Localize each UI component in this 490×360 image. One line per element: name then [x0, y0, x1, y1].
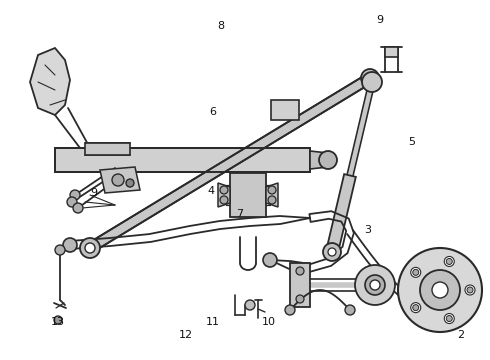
Circle shape [296, 267, 304, 275]
Polygon shape [266, 183, 278, 207]
Circle shape [126, 179, 134, 187]
Circle shape [444, 314, 454, 324]
Text: 3: 3 [364, 225, 371, 235]
Text: 5: 5 [408, 137, 415, 147]
Text: 7: 7 [237, 209, 244, 219]
Circle shape [362, 72, 382, 92]
Circle shape [361, 69, 379, 87]
Circle shape [467, 287, 473, 293]
Circle shape [54, 316, 62, 324]
Polygon shape [87, 74, 372, 252]
Text: 12: 12 [179, 330, 193, 340]
Circle shape [63, 238, 77, 252]
Circle shape [465, 285, 475, 295]
Circle shape [112, 174, 124, 186]
Text: 8: 8 [217, 21, 224, 31]
Circle shape [245, 300, 255, 310]
Circle shape [370, 280, 380, 290]
Circle shape [345, 305, 355, 315]
Circle shape [411, 267, 421, 277]
Circle shape [319, 151, 337, 169]
Text: 9: 9 [376, 15, 383, 25]
Text: 9: 9 [91, 188, 98, 198]
Circle shape [365, 275, 385, 295]
Polygon shape [85, 143, 130, 155]
Circle shape [296, 295, 304, 303]
Text: 2: 2 [457, 330, 464, 340]
Circle shape [263, 253, 277, 267]
Polygon shape [218, 183, 230, 207]
Polygon shape [310, 151, 328, 169]
Circle shape [85, 243, 95, 253]
Circle shape [285, 305, 295, 315]
Polygon shape [55, 148, 310, 172]
Circle shape [268, 186, 276, 194]
Polygon shape [326, 174, 356, 253]
Circle shape [420, 270, 460, 310]
Circle shape [413, 269, 419, 275]
Circle shape [444, 256, 454, 266]
Polygon shape [230, 173, 266, 217]
Polygon shape [290, 263, 310, 307]
Text: 11: 11 [206, 317, 220, 327]
Circle shape [323, 243, 341, 261]
Circle shape [446, 315, 452, 321]
Circle shape [67, 197, 77, 207]
Circle shape [411, 303, 421, 312]
Polygon shape [30, 48, 70, 115]
Circle shape [73, 203, 83, 213]
Circle shape [432, 282, 448, 298]
Circle shape [328, 248, 336, 256]
Circle shape [268, 196, 276, 204]
Text: 10: 10 [262, 317, 275, 327]
Polygon shape [271, 100, 299, 120]
Circle shape [55, 245, 65, 255]
Circle shape [220, 186, 228, 194]
Text: 6: 6 [210, 107, 217, 117]
Circle shape [355, 265, 395, 305]
Text: 4: 4 [207, 186, 214, 196]
Circle shape [80, 238, 100, 258]
Circle shape [398, 248, 482, 332]
Text: 13: 13 [51, 317, 65, 327]
Circle shape [413, 305, 419, 311]
Polygon shape [385, 47, 398, 57]
Circle shape [446, 258, 452, 265]
Polygon shape [100, 167, 140, 193]
Circle shape [220, 196, 228, 204]
Circle shape [70, 190, 80, 200]
